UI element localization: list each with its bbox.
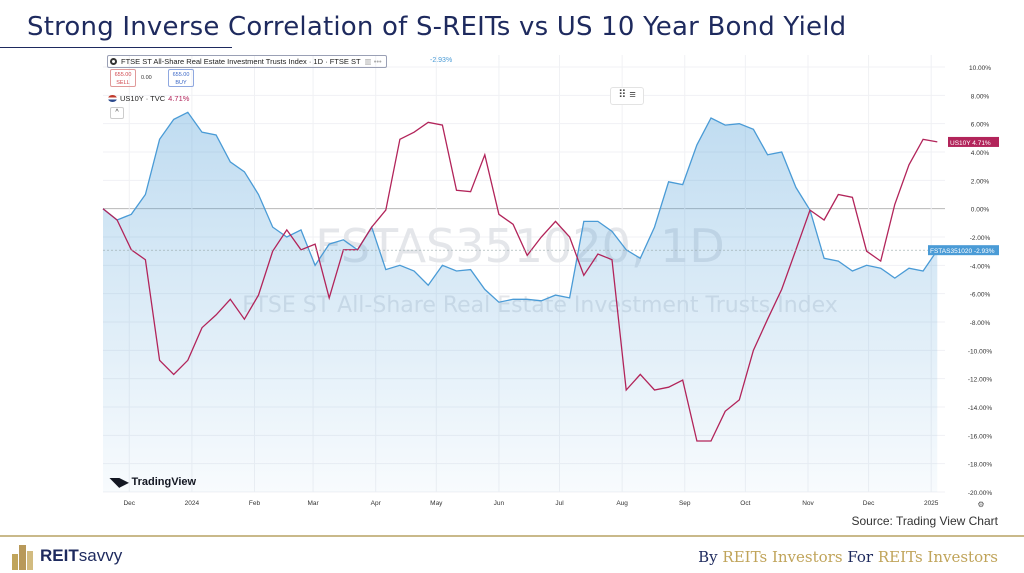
- compare-symbol-label: US10Y · TVC: [120, 94, 166, 103]
- series-layer: [102, 111, 938, 493]
- us10y-line: [102, 121, 938, 442]
- tradingview-label: TradingView: [131, 476, 197, 488]
- tradingview-logo: ◥▶ TradingView: [110, 475, 196, 489]
- tradingview-logo-icon: ◥▶: [110, 475, 129, 489]
- last-value-labels: FSTAS351020 -2.93% US10Y 4.71%: [103, 136, 999, 256]
- x-tick-label: Nov: [802, 500, 814, 507]
- y-tick-label: 6.00%: [971, 122, 990, 129]
- x-tick-label: Feb: [249, 500, 261, 507]
- x-tick-label: Oct: [740, 500, 750, 507]
- main-symbol-label: FTSE ST All-Share Real Estate Investment…: [121, 57, 361, 66]
- us10y-label-bg: [948, 136, 999, 147]
- tagline-for: For: [842, 548, 878, 566]
- page-title: Strong Inverse Correlation of S-REITs vs…: [27, 12, 847, 42]
- y-tick-label: -8.00%: [970, 320, 991, 327]
- x-tick-label: Mar: [307, 500, 319, 507]
- buy-price: 655.00: [172, 72, 190, 78]
- spread: 0.00: [141, 75, 152, 81]
- more-icon[interactable]: ▥ •••: [364, 57, 382, 66]
- menu-icon[interactable]: ⠿ ≡: [610, 87, 644, 105]
- building-icon: [12, 545, 33, 570]
- tagline-reits-1: REITs Investors: [722, 548, 843, 566]
- y-tick-label: -2.00%: [970, 235, 991, 242]
- fstas-label-bg: [928, 245, 999, 256]
- x-tick-label: Jul: [555, 500, 564, 507]
- reitsavvy-logo: REITsavvy: [10, 542, 122, 570]
- y-tick-label: -12.00%: [968, 377, 992, 384]
- y-tick-label: 8.00%: [971, 93, 990, 100]
- fstas-area: [103, 112, 938, 493]
- tagline-by: By: [698, 548, 723, 566]
- tagline: By REITs Investors For REITs Investors: [698, 548, 998, 566]
- y-tick-label: -14.00%: [968, 405, 992, 412]
- x-tick-label: May: [430, 500, 443, 507]
- sell-price: 655.00: [114, 72, 132, 78]
- source-note: Source: Trading View Chart: [851, 514, 998, 528]
- brand-light: savvy: [78, 546, 123, 565]
- buy-label: BUY: [175, 80, 187, 86]
- x-tick-label: Dec: [863, 500, 875, 507]
- y-tick-label: -20.00%: [968, 490, 992, 497]
- x-tick-label: Aug: [616, 500, 628, 507]
- y-tick-label: -10.00%: [968, 348, 992, 355]
- x-tick-label: Apr: [371, 500, 382, 507]
- collapse-legend-button[interactable]: ^: [110, 107, 124, 119]
- y-tick-label: -18.00%: [968, 462, 992, 469]
- y-tick-label: 4.00%: [971, 150, 990, 157]
- sell-label: SELL: [116, 80, 130, 86]
- x-tick-label: Dec: [123, 500, 135, 507]
- fstas-line: [102, 111, 938, 303]
- fstas-label: FSTAS351020 -2.93%: [930, 248, 995, 255]
- y-tick-label: -4.00%: [970, 263, 991, 270]
- y-tick-label: -6.00%: [970, 292, 991, 299]
- compare-symbol-legend[interactable]: US10Y · TVC 4.71%: [108, 94, 189, 103]
- title-underline: [0, 47, 232, 48]
- symbol-logo-icon: [110, 58, 117, 65]
- buy-button[interactable]: 655.00 BUY: [168, 69, 194, 87]
- x-tick-label: Jun: [494, 500, 505, 507]
- settings-icon: ⚙: [977, 500, 984, 509]
- sell-button[interactable]: 655.00 SELL: [110, 69, 136, 87]
- y-tick-label: -16.00%: [968, 433, 992, 440]
- footer-divider: [0, 535, 1024, 537]
- y-tick-label: 0.00%: [971, 207, 990, 214]
- x-axis: Dec 2024 Feb Mar Apr May Jun Jul Aug Sep Oct Nov Dec…: [123, 500, 984, 509]
- y-tick-label: 2.00%: [971, 178, 990, 185]
- x-tick-label: 2024: [185, 500, 200, 507]
- main-symbol-legend[interactable]: FTSE ST All-Share Real Estate Investment…: [107, 55, 387, 68]
- main-change: -2.93%: [430, 57, 453, 64]
- brand-bold: REIT: [40, 546, 79, 565]
- y-tick-label: 10.00%: [969, 65, 991, 72]
- us-flag-icon: [108, 95, 117, 102]
- compare-change: 4.71%: [168, 94, 190, 103]
- us10y-label: US10Y 4.71%: [950, 140, 991, 147]
- x-tick-label: 2025: [924, 500, 939, 507]
- x-tick-label: Sep: [679, 500, 691, 507]
- y-axis: 10.00% 8.00% 6.00% 4.00% 2.00% 0.00% -2.00% -4.…: [968, 65, 992, 497]
- tagline-reits-2: REITs Investors: [877, 548, 998, 566]
